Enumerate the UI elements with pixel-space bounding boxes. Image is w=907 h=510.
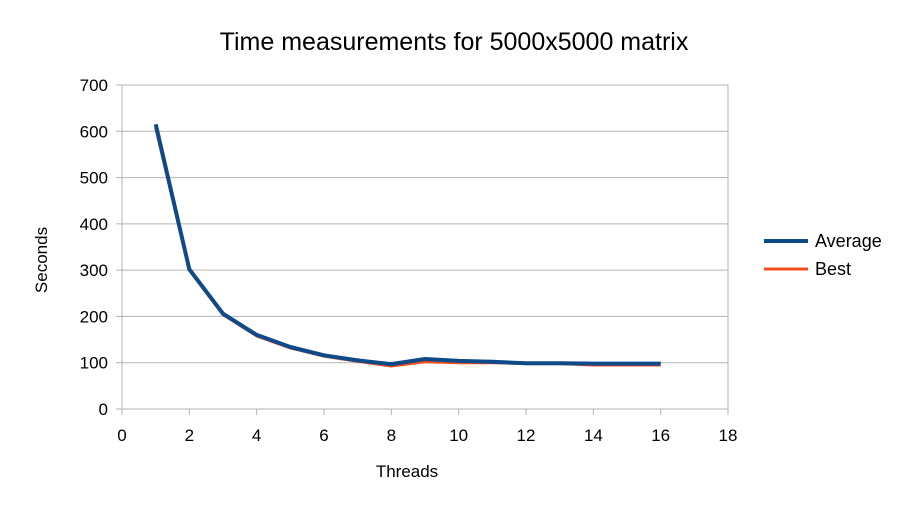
x-axis-ticks: 0 2 4 6 8 10 12 14 16 18 <box>117 409 737 445</box>
x-tick-label: 14 <box>584 426 603 445</box>
x-tick-label: 10 <box>449 426 468 445</box>
series-line-best <box>154 127 661 368</box>
y-tick-label: 200 <box>80 307 108 326</box>
x-tick-label: 8 <box>387 426 396 445</box>
y-tick-label: 700 <box>80 76 108 95</box>
legend-label-best: Best <box>815 259 851 279</box>
x-tick-label: 4 <box>252 426 261 445</box>
y-tick-label: 300 <box>80 261 108 280</box>
x-tick-label: 18 <box>719 426 738 445</box>
y-tick-label: 0 <box>99 400 108 419</box>
legend: Average Best <box>764 231 882 279</box>
y-tick-label: 100 <box>80 354 108 373</box>
gridlines <box>122 130 728 364</box>
x-tick-label: 16 <box>651 426 670 445</box>
y-tick-label: 500 <box>80 169 108 188</box>
x-tick-label: 6 <box>319 426 328 445</box>
plot-area <box>121 84 729 410</box>
x-tick-label: 12 <box>517 426 536 445</box>
series-layer <box>153 123 661 368</box>
x-tick-label: 0 <box>117 426 126 445</box>
y-tick-label: 600 <box>80 122 108 141</box>
x-axis-label: Threads <box>376 462 438 481</box>
series-line-average <box>153 123 661 367</box>
y-axis-label: Seconds <box>32 227 51 293</box>
x-tick-label: 2 <box>185 426 194 445</box>
chart-title: Time measurements for 5000x5000 matrix <box>220 28 689 56</box>
legend-label-average: Average <box>815 231 882 251</box>
y-tick-label: 400 <box>80 215 108 234</box>
y-axis-ticks: 0 100 200 300 400 500 600 700 <box>80 76 122 419</box>
